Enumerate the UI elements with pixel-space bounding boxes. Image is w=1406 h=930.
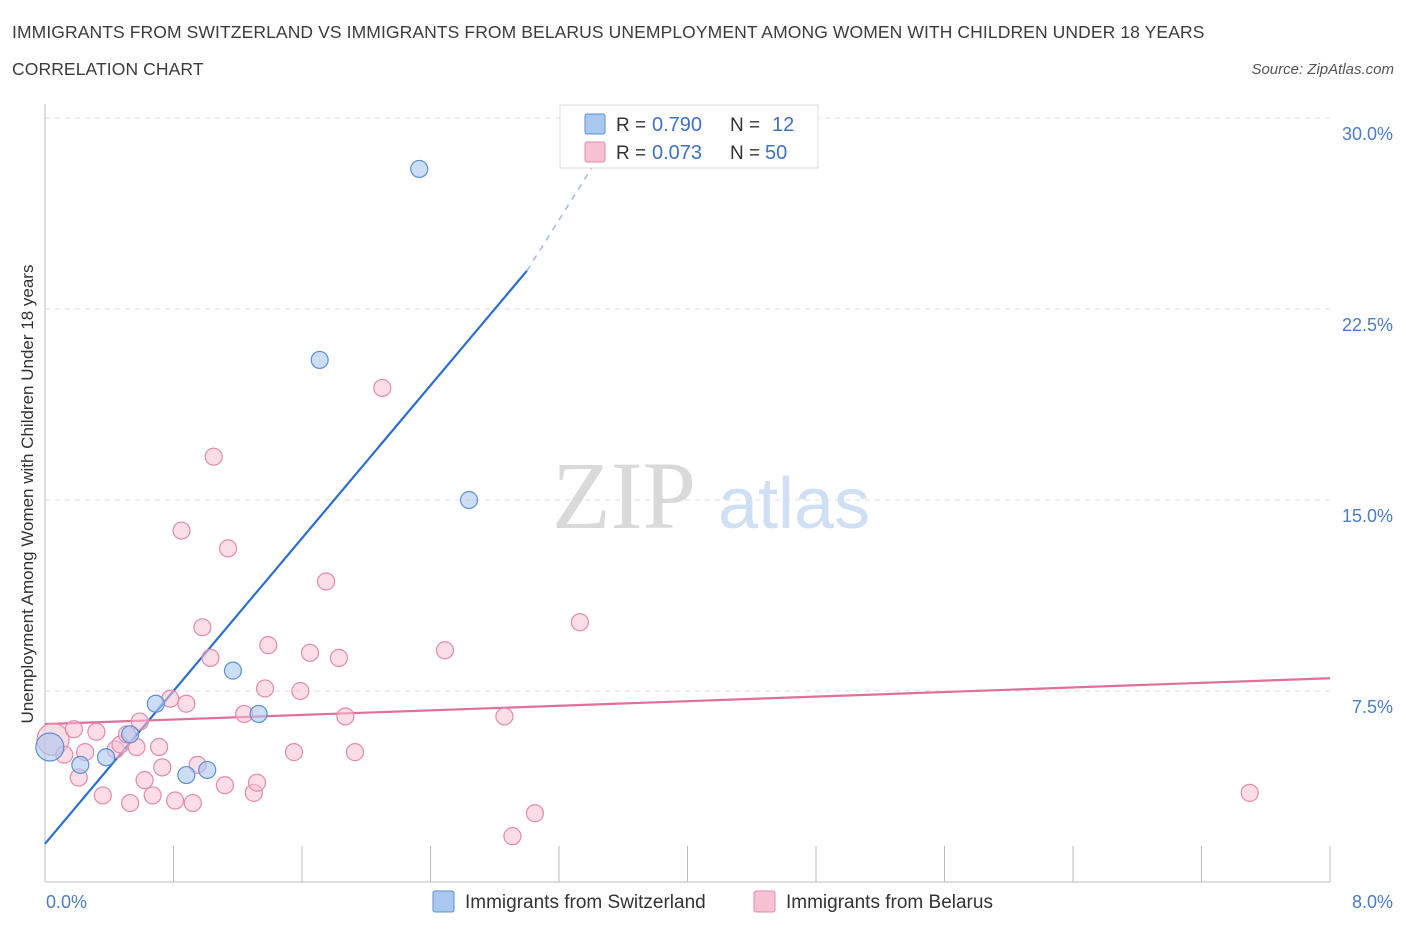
y-tick-label-0: 7.5% bbox=[1352, 697, 1393, 717]
point-belarus-25 bbox=[204, 447, 223, 466]
point-belarus-44 bbox=[525, 804, 545, 823]
point-belarus-37 bbox=[329, 648, 349, 667]
bottom-legend-swatch-switzerland bbox=[432, 890, 455, 913]
point-belarus-13 bbox=[135, 771, 154, 790]
point-switzerland-8 bbox=[249, 704, 268, 724]
y-tick-label-2: 22.5% bbox=[1342, 315, 1393, 335]
point-belarus-21 bbox=[183, 793, 202, 813]
point-belarus-24 bbox=[201, 648, 220, 667]
y-axis-title: Unemployment Among Women with Children U… bbox=[18, 265, 37, 724]
point-belarus-19 bbox=[172, 521, 191, 540]
point-belarus-34 bbox=[291, 681, 310, 701]
y-axis-title-group: Unemployment Among Women with Children U… bbox=[18, 265, 37, 724]
legend-r-value-switzerland: 0.790 bbox=[652, 114, 702, 136]
point-belarus-38 bbox=[336, 707, 355, 726]
x-tick-labels: 0.0% 8.0% bbox=[46, 892, 1393, 912]
bottom-legend-swatch-belarus bbox=[753, 890, 776, 913]
point-belarus-45 bbox=[570, 613, 589, 632]
point-switzerland-11 bbox=[459, 490, 479, 510]
point-belarus-10 bbox=[121, 793, 140, 813]
top-legend: R = 0.790 N = 12 R = 0.073 N = 50 bbox=[559, 104, 819, 169]
point-belarus-33 bbox=[284, 743, 304, 762]
chart-title: IMMIGRANTS FROM SWITZERLAND VS IMMIGRANT… bbox=[12, 22, 1205, 79]
legend-swatch-belarus bbox=[584, 141, 606, 163]
point-belarus-6 bbox=[93, 786, 112, 805]
legend-n-value-belarus: 50 bbox=[765, 142, 787, 164]
legend-n-label-belarus: N = bbox=[730, 143, 760, 164]
point-belarus-18 bbox=[166, 791, 185, 810]
bottom-legend-label-belarus: Immigrants from Belarus bbox=[786, 892, 993, 913]
point-belarus-23 bbox=[193, 618, 212, 637]
x-tick-label-max: 8.0% bbox=[1352, 892, 1393, 912]
y-tick-label-3: 30.0% bbox=[1342, 124, 1393, 144]
point-switzerland-2 bbox=[96, 748, 116, 767]
legend-swatch-switzerland bbox=[584, 113, 606, 135]
point-belarus-15 bbox=[149, 737, 169, 757]
point-switzerland-10 bbox=[410, 159, 429, 179]
point-switzerland-3 bbox=[121, 725, 140, 744]
bottom-legend-label-switzerland: Immigrants from Switzerland bbox=[465, 892, 706, 913]
y-tick-labels: 7.5% 15.0% 22.5% 30.0% bbox=[1342, 124, 1393, 717]
point-switzerland-7 bbox=[223, 661, 243, 680]
watermark-zip: ZIP bbox=[552, 442, 696, 549]
point-belarus-31 bbox=[255, 679, 275, 698]
x-tick-label-min: 0.0% bbox=[46, 892, 87, 912]
point-switzerland-4 bbox=[146, 694, 165, 713]
y-tick-label-1: 15.0% bbox=[1342, 506, 1393, 526]
source-label: Source: ZipAtlas.com bbox=[1251, 61, 1394, 78]
point-belarus-35 bbox=[300, 643, 320, 662]
point-belarus-41 bbox=[435, 641, 455, 660]
point-switzerland-9 bbox=[310, 350, 329, 370]
point-belarus-26 bbox=[215, 776, 234, 795]
point-belarus-2 bbox=[64, 720, 84, 739]
point-belarus-5 bbox=[87, 722, 106, 741]
point-switzerland-0 bbox=[35, 732, 65, 762]
watermark-atlas: atlas bbox=[718, 464, 870, 544]
legend-r-label-belarus: R = bbox=[616, 143, 646, 164]
legend-n-label-switzerland: N = bbox=[730, 115, 760, 136]
point-switzerland-1 bbox=[71, 755, 90, 774]
point-belarus-42 bbox=[495, 707, 514, 726]
legend-n-value-switzerland: 12 bbox=[772, 114, 794, 136]
point-belarus-14 bbox=[143, 786, 162, 805]
point-belarus-30 bbox=[247, 773, 267, 792]
point-switzerland-5 bbox=[177, 765, 196, 785]
point-belarus-32 bbox=[259, 636, 278, 655]
points-layer bbox=[35, 159, 1259, 846]
point-belarus-43 bbox=[503, 827, 522, 846]
grid-layer bbox=[45, 117, 1330, 692]
legend-r-value-belarus: 0.073 bbox=[652, 142, 702, 164]
point-belarus-27 bbox=[219, 539, 238, 558]
point-belarus-46 bbox=[1240, 783, 1259, 802]
watermark: ZIP atlas bbox=[552, 442, 870, 549]
point-belarus-40 bbox=[373, 378, 392, 398]
point-belarus-12 bbox=[130, 712, 149, 731]
point-belarus-20 bbox=[177, 694, 196, 713]
point-belarus-39 bbox=[345, 743, 365, 762]
bottom-legend: Immigrants from Switzerland Immigrants f… bbox=[432, 890, 993, 913]
point-switzerland-6 bbox=[198, 760, 217, 780]
point-belarus-16 bbox=[153, 758, 172, 777]
point-belarus-36 bbox=[316, 572, 336, 591]
legend-r-label-switzerland: R = bbox=[616, 115, 646, 136]
